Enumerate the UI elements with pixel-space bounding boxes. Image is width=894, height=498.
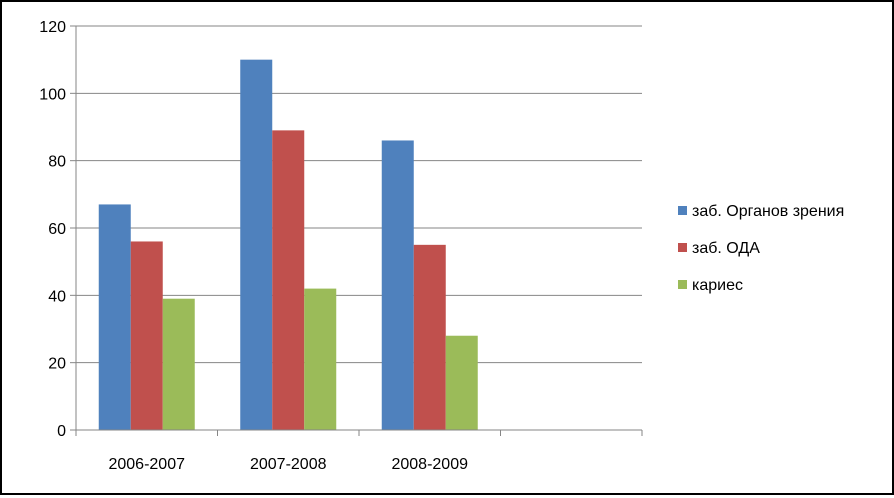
legend-swatch [678, 206, 687, 215]
bar [162, 298, 195, 430]
legend-label: заб. Органов зрения [692, 203, 844, 220]
bar [272, 130, 305, 430]
y-tick-label: 0 [57, 423, 66, 440]
x-tick-label: 2007-2008 [250, 456, 327, 473]
y-tick-label: 40 [48, 288, 66, 305]
bar [381, 140, 414, 430]
bar [98, 204, 131, 430]
y-tick-label: 100 [39, 86, 66, 103]
bar [413, 244, 446, 430]
legend-swatch [678, 243, 687, 252]
x-tick-labels: 2006-2007 2007-2008 2008-2009 [108, 456, 468, 473]
legend-label: заб. ОДА [692, 240, 760, 257]
legend: заб. Органов зрения заб. ОДА кариес [678, 203, 844, 294]
gridlines [76, 25, 642, 364]
bar [445, 335, 478, 430]
bars [98, 59, 478, 431]
y-tick-label: 20 [48, 356, 66, 373]
bar [240, 59, 273, 431]
y-tick-label: 120 [39, 19, 66, 36]
legend-swatch [678, 280, 687, 289]
bar [304, 288, 337, 430]
y-tick-labels: 0 20 40 60 80 100 120 [39, 19, 66, 440]
axes [70, 25, 643, 436]
y-tick-label: 80 [48, 154, 66, 171]
y-tick-label: 60 [48, 221, 66, 238]
x-tick-label: 2006-2007 [108, 456, 185, 473]
x-tick-label: 2008-2009 [391, 456, 468, 473]
bar [130, 241, 163, 430]
legend-label: кариес [692, 277, 743, 294]
